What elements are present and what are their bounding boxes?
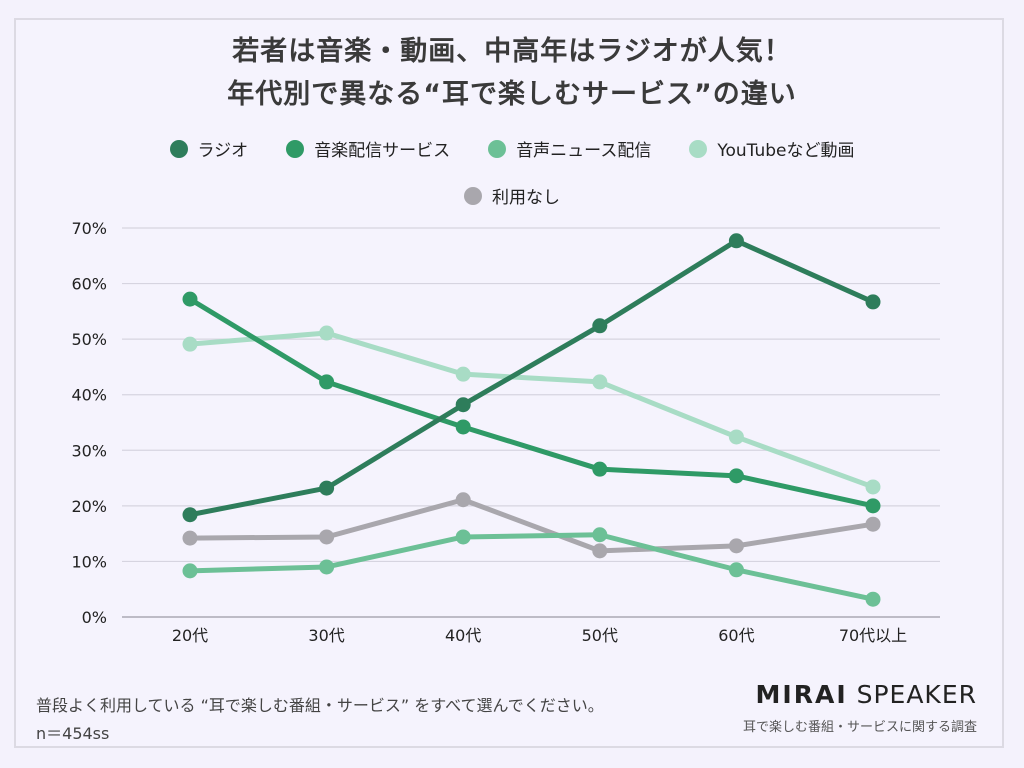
legend-label: ラジオ (197, 141, 249, 161)
data-point (319, 559, 335, 575)
series-line (189, 238, 875, 518)
legend-dot-icon (286, 139, 305, 158)
title-line-1: 若者は音楽・動画、中高年はラジオが人気！ (232, 36, 792, 67)
series-line (188, 296, 874, 509)
legend-dot-icon (488, 139, 507, 158)
data-point (182, 507, 198, 523)
data-point (865, 498, 881, 514)
data-point (455, 492, 471, 508)
data-point (865, 294, 881, 310)
data-point (865, 591, 881, 607)
data-point (592, 318, 608, 334)
legend-label: 利用なし (492, 188, 560, 208)
y-tick-label: 30% (71, 441, 107, 460)
x-tick-label: 40代 (445, 626, 481, 645)
legend-item-none: 利用なし (464, 183, 560, 208)
data-point (728, 233, 744, 249)
brand-subtitle: 耳で楽しむ番組・サービスに関する調査 (742, 720, 977, 735)
data-point (592, 527, 608, 543)
x-tick-label: 50代 (582, 626, 618, 645)
survey-question: 普段よく利用している “耳で楽しむ番組・サービス” をすべて選んでください。 (36, 696, 604, 715)
data-point (319, 529, 335, 545)
x-tick-label: 70代以上 (839, 626, 907, 645)
data-point (592, 461, 608, 477)
brand-bold: MIRAI (755, 680, 848, 709)
brand-logo: MIRAI SPEAKER (756, 680, 977, 709)
data-point (319, 480, 335, 496)
legend-dot-icon (169, 139, 188, 158)
series-line (189, 532, 874, 602)
data-point (728, 468, 744, 484)
y-tick-label: 70% (71, 219, 107, 238)
series-3 (182, 325, 881, 495)
legend-item-radio: ラジオ (169, 136, 249, 161)
legend-label: 音声ニュース配信 (516, 141, 652, 161)
legend-row-2: 利用なし (0, 183, 1024, 208)
data-point (728, 538, 744, 554)
brand-light: SPEAKER (856, 680, 977, 709)
data-point (319, 374, 335, 390)
data-point (182, 291, 198, 307)
legend-dot-icon (464, 186, 482, 205)
data-point (865, 479, 881, 495)
data-point (455, 529, 471, 545)
title-line-2: 年代別で異なる“耳で楽しむサービス”の違い (227, 79, 797, 110)
series-line (189, 497, 874, 554)
y-tick-label: 50% (71, 330, 107, 349)
data-point (728, 562, 744, 578)
chart-title: 若者は音楽・動画、中高年はラジオが人気！ 年代別で異なる“耳で楽しむサービス”の… (0, 30, 1024, 116)
y-tick-label: 0% (82, 608, 107, 627)
data-point (455, 419, 471, 435)
x-tick-label: 60代 (718, 626, 754, 645)
series-0 (182, 233, 881, 523)
data-point (592, 374, 608, 390)
legend-label: 音楽配信サービス (314, 141, 451, 161)
legend-item-news: 音声ニュース配信 (488, 136, 651, 161)
series-2 (182, 527, 881, 607)
data-point (728, 429, 744, 445)
y-tick-label: 60% (71, 275, 107, 294)
y-tick-label: 20% (71, 497, 107, 516)
data-point (592, 543, 608, 559)
legend-item-video: YouTubeなど動画 (689, 136, 854, 161)
legend-row-1: ラジオ 音楽配信サービス 音声ニュース配信 YouTubeなど動画 (0, 136, 1024, 161)
series-line (189, 330, 874, 490)
data-point (455, 397, 471, 413)
x-tick-label: 20代 (172, 626, 208, 645)
data-point (865, 516, 881, 532)
data-point (455, 366, 471, 382)
series-1 (182, 291, 881, 514)
x-tick-label: 30代 (308, 626, 344, 645)
legend-item-music: 音楽配信サービス (286, 136, 450, 161)
legend-label: YouTubeなど動画 (717, 141, 855, 161)
y-tick-label: 40% (71, 386, 107, 405)
series-4 (182, 492, 881, 559)
data-point (182, 563, 198, 579)
data-point (319, 325, 335, 341)
data-point (182, 336, 198, 352)
sample-size: n＝454ss (36, 724, 110, 743)
y-tick-label: 10% (71, 552, 107, 571)
legend-dot-icon (689, 139, 708, 158)
data-point (182, 530, 198, 546)
